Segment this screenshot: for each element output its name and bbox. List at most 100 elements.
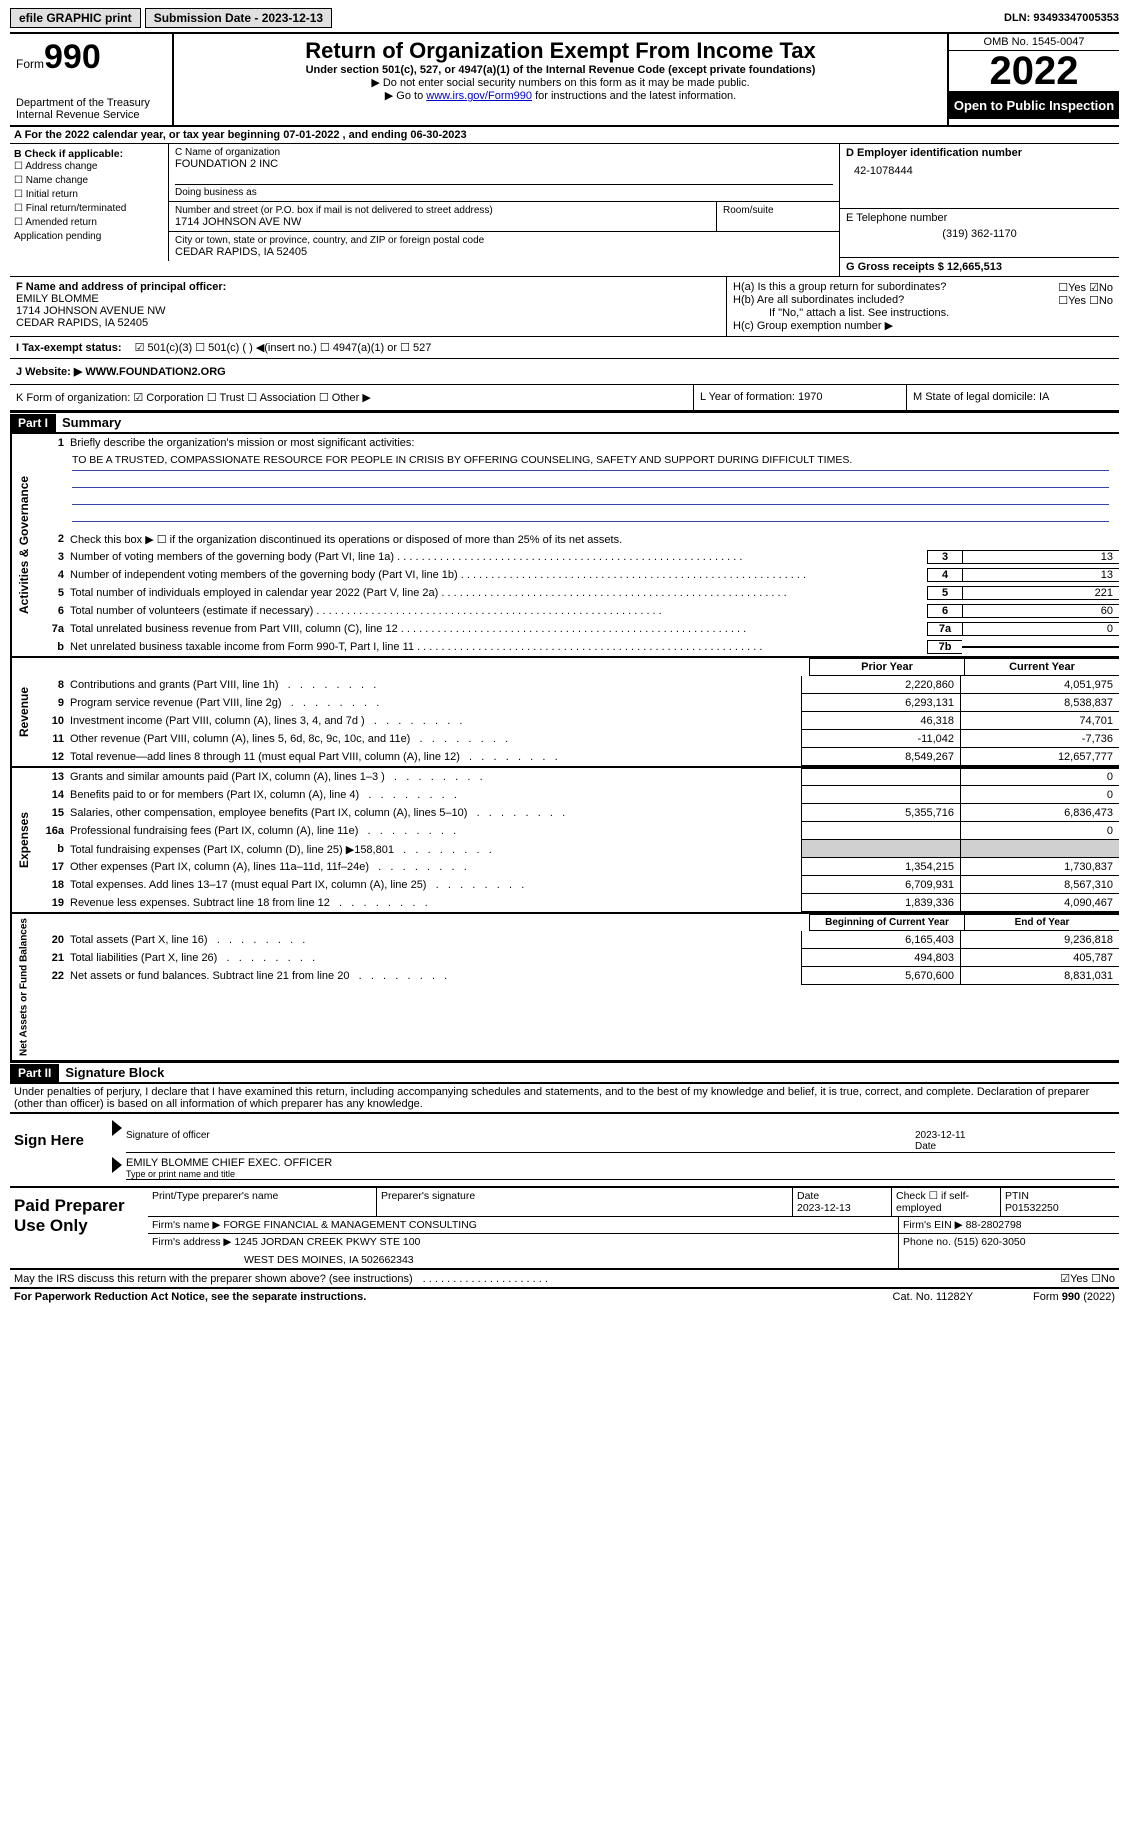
- firm-phone: (515) 620-3050: [954, 1236, 1026, 1248]
- irs-link[interactable]: www.irs.gov/Form990: [426, 90, 532, 102]
- firm-name: FORGE FINANCIAL & MANAGEMENT CONSULTING: [223, 1219, 477, 1231]
- chk-amended-return[interactable]: ☐ Amended return: [14, 216, 164, 230]
- efile-button[interactable]: efile GRAPHIC print: [10, 8, 141, 28]
- chk-final-return[interactable]: ☐ Final return/terminated: [14, 202, 164, 216]
- line-text: Total revenue—add lines 8 through 11 (mu…: [70, 748, 801, 766]
- cell-prior: 5,355,716: [801, 804, 960, 822]
- form-title: Return of Organization Exempt From Incom…: [180, 38, 941, 64]
- form-of-org[interactable]: K Form of organization: ☑ Corporation ☐ …: [16, 392, 371, 404]
- cell-current: 8,567,310: [960, 876, 1119, 894]
- cell-current: 1,730,837: [960, 858, 1119, 876]
- mission-text: TO BE A TRUSTED, COMPASSIONATE RESOURCE …: [72, 454, 1109, 471]
- line-text: Revenue less expenses. Subtract line 18 …: [70, 894, 801, 912]
- cell-prior: 6,165,403: [801, 931, 960, 949]
- form-note-link: ▶ Go to www.irs.gov/Form990 for instruct…: [180, 89, 941, 102]
- public-inspection-badge: Open to Public Inspection: [949, 92, 1119, 119]
- form-note-ssn: ▶ Do not enter social security numbers o…: [180, 76, 941, 89]
- chk-application-pending[interactable]: Application pending: [14, 230, 164, 244]
- prep-sig-label: Preparer's signature: [381, 1190, 788, 1202]
- form-prefix: Form: [16, 57, 44, 71]
- hdr-begin-year: Beginning of Current Year: [809, 914, 964, 931]
- section-b-label: B Check if applicable:: [14, 148, 164, 160]
- side-tab-netassets: Net Assets or Fund Balances: [10, 914, 36, 1060]
- prep-self-employed[interactable]: Check ☐ if self-employed: [891, 1188, 1000, 1216]
- cell-current: 9,236,818: [960, 931, 1119, 949]
- ein-value: 42-1078444: [846, 159, 1113, 177]
- line-text: Grants and similar amounts paid (Part IX…: [70, 768, 801, 786]
- website-value: WWW.FOUNDATION2.ORG: [85, 366, 225, 378]
- hb-answer[interactable]: ☐Yes ☐No: [1058, 294, 1113, 307]
- catalog-number: Cat. No. 11282Y: [893, 1291, 974, 1303]
- cell-grey: [801, 840, 960, 858]
- firm-addr1: 1245 JORDAN CREEK PKWY STE 100: [234, 1236, 420, 1248]
- chk-address-change[interactable]: ☐ Address change: [14, 160, 164, 174]
- cell-current: 405,787: [960, 949, 1119, 967]
- hc-question: H(c) Group exemption number ▶: [733, 319, 1113, 332]
- dln-label: DLN: 93493347005353: [1004, 12, 1119, 24]
- cell-prior: 6,293,131: [801, 694, 960, 712]
- sign-arrow-icon: [112, 1120, 122, 1136]
- cell-prior: 6,709,931: [801, 876, 960, 894]
- firm-ein: 88-2802798: [966, 1219, 1022, 1231]
- firm-addr2: WEST DES MOINES, IA 502662343: [152, 1248, 894, 1266]
- year-formation: L Year of formation: 1970: [693, 385, 906, 410]
- prep-date: 2023-12-13: [797, 1202, 851, 1214]
- gross-receipts: G Gross receipts $ 12,665,513: [846, 261, 1113, 273]
- tax-status-options[interactable]: ☑ 501(c)(3) ☐ 501(c) ( ) ◀(insert no.) ☐…: [125, 342, 432, 354]
- line-text: Other revenue (Part VIII, column (A), li…: [70, 730, 801, 748]
- tax-year: 2022: [949, 51, 1119, 92]
- cell-current: 12,657,777: [960, 748, 1119, 766]
- cell-current: 4,090,467: [960, 894, 1119, 912]
- gov-line-val: 221: [962, 586, 1119, 600]
- line-text: Total fundraising expenses (Part IX, col…: [70, 840, 801, 858]
- cell-current: 0: [960, 768, 1119, 786]
- form-footer: Form 990 (2022): [1033, 1291, 1115, 1303]
- cell-current: -7,736: [960, 730, 1119, 748]
- top-bar: efile GRAPHIC print Submission Date - 20…: [10, 8, 1119, 28]
- cell-current: 0: [960, 786, 1119, 804]
- officer-label: F Name and address of principal officer:: [16, 281, 720, 293]
- cell-prior: [801, 768, 960, 786]
- org-name: FOUNDATION 2 INC: [175, 158, 833, 170]
- line-text: Salaries, other compensation, employee b…: [70, 804, 801, 822]
- discuss-answer[interactable]: ☑Yes ☐No: [1060, 1272, 1115, 1285]
- cell-prior: 46,318: [801, 712, 960, 730]
- cell-prior: 1,354,215: [801, 858, 960, 876]
- sign-arrow-icon-2: [112, 1157, 122, 1173]
- pra-notice: For Paperwork Reduction Act Notice, see …: [14, 1291, 366, 1303]
- chk-name-change[interactable]: ☐ Name change: [14, 174, 164, 188]
- prep-date-label: Date: [797, 1190, 819, 1202]
- line-text: Total assets (Part X, line 16) . . . . .…: [70, 931, 801, 949]
- cell-prior: [801, 822, 960, 840]
- hb-question: H(b) Are all subordinates included?: [733, 294, 1058, 307]
- gov-line-box: 3: [927, 550, 962, 564]
- hdr-prior-year: Prior Year: [809, 658, 964, 676]
- submission-date-box: Submission Date - 2023-12-13: [145, 8, 332, 28]
- state-domicile: M State of legal domicile: IA: [906, 385, 1119, 410]
- gov-line-text: Total unrelated business revenue from Pa…: [70, 622, 927, 636]
- cell-grey: [960, 840, 1119, 858]
- org-name-label: C Name of organization: [175, 147, 833, 158]
- cell-prior: 494,803: [801, 949, 960, 967]
- street-address: 1714 JOHNSON AVE NW: [175, 216, 710, 228]
- line-text: Net assets or fund balances. Subtract li…: [70, 967, 801, 985]
- q2-text[interactable]: Check this box ▶ ☐ if the organization d…: [70, 532, 1119, 547]
- line-text: Program service revenue (Part VIII, line…: [70, 694, 801, 712]
- tax-status-label: I Tax-exempt status:: [16, 342, 122, 354]
- perjury-declaration: Under penalties of perjury, I declare th…: [10, 1084, 1119, 1112]
- line-text: Total liabilities (Part X, line 26) . . …: [70, 949, 801, 967]
- gov-line-text: Number of voting members of the governin…: [70, 550, 927, 564]
- gov-line-val: 13: [962, 568, 1119, 582]
- line-text: Contributions and grants (Part VIII, lin…: [70, 676, 801, 694]
- q1-label: Briefly describe the organization's miss…: [70, 436, 1119, 450]
- telephone-value: (319) 362-1170: [846, 224, 1113, 240]
- firm-phone-label: Phone no.: [903, 1236, 951, 1248]
- ha-answer[interactable]: ☐Yes ☑No: [1058, 281, 1113, 294]
- gov-line-val: [962, 646, 1119, 648]
- hdr-current-year: Current Year: [964, 658, 1119, 676]
- part1-badge: Part I: [10, 414, 56, 432]
- ein-label: D Employer identification number: [846, 147, 1113, 159]
- line-text: Investment income (Part VIII, column (A)…: [70, 712, 801, 730]
- gov-line-box: 7a: [927, 622, 962, 636]
- chk-initial-return[interactable]: ☐ Initial return: [14, 188, 164, 202]
